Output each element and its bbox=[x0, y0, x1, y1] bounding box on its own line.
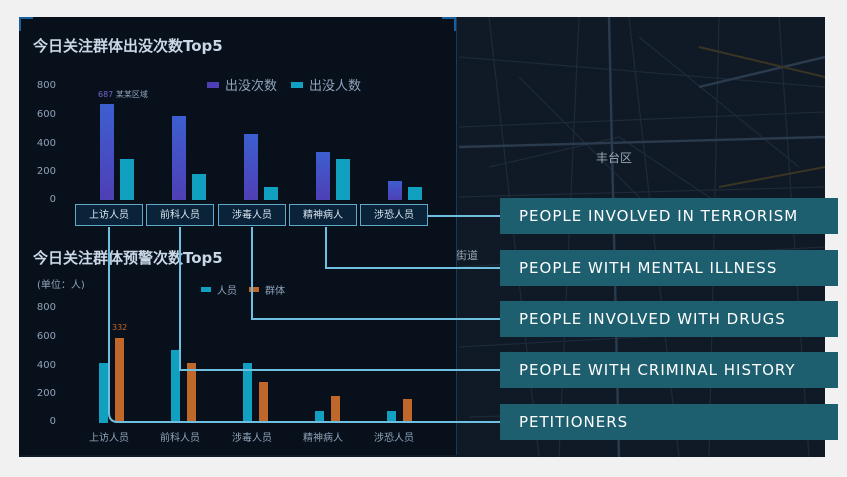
chart-bar-series2 bbox=[264, 187, 278, 200]
chart2-legend: 人员 群体 bbox=[201, 282, 285, 297]
chart1-annotation-text: 某某区域 bbox=[115, 90, 148, 99]
legend-label-series1: 出没次数 bbox=[225, 79, 278, 94]
chart2-unit-label: (单位：人) bbox=[37, 280, 85, 291]
callout-terrorism: PEOPLE INVOLVED IN TERRORISM bbox=[500, 198, 838, 234]
chart1-ytick: 0 bbox=[49, 194, 56, 205]
chart1-ytick: 800 bbox=[36, 80, 56, 91]
callout-drugs: PEOPLE INVOLVED WITH DRUGS bbox=[500, 301, 838, 337]
chart2-ytick: 600 bbox=[36, 331, 56, 342]
chart-bar-series1 bbox=[315, 410, 324, 423]
legend-swatch-purple bbox=[207, 81, 219, 88]
legend-swatch-cyan bbox=[291, 81, 304, 88]
callout-petitioners: PETITIONERS bbox=[500, 404, 838, 440]
chart1-ytick: 200 bbox=[36, 166, 56, 177]
category-box-mental-illness[interactable]: 精神病人 bbox=[289, 204, 357, 226]
chart2-category-label: 精神病人 bbox=[303, 433, 343, 444]
panel-corner-decoration bbox=[19, 17, 33, 31]
chart-bar-series1 bbox=[244, 134, 258, 200]
chart-bar-series2 bbox=[192, 173, 206, 200]
chart2-ytick: 200 bbox=[36, 388, 56, 399]
category-box-petitioners[interactable]: 上访人员 bbox=[75, 204, 143, 226]
legend-label-series1: 人员 bbox=[217, 286, 237, 297]
chart-bar-series2 bbox=[408, 187, 422, 200]
chart1-annotation: 687 某某区域 bbox=[98, 89, 148, 100]
chart1-ytick: 400 bbox=[36, 138, 56, 149]
chart-bar-series2 bbox=[331, 395, 340, 423]
chart-bar-series1 bbox=[171, 350, 180, 423]
chart2-ytick: 800 bbox=[36, 302, 56, 313]
chart-bar-series1 bbox=[100, 103, 114, 200]
chart2-title: 今日关注群体预警次数Top5 bbox=[33, 249, 223, 267]
chart2-ytick: 400 bbox=[36, 360, 56, 371]
legend-swatch-orange bbox=[249, 287, 259, 292]
chart-bar-series1 bbox=[316, 151, 330, 200]
screenshot-frame: 丰台区 街道 今日关注群体出没次数Top5 出没次数 出没人数 800 600 … bbox=[19, 17, 825, 457]
legend-label-series2: 出没人数 bbox=[309, 79, 362, 94]
chart-bar-series2 bbox=[120, 159, 134, 200]
chart-bar-series2 bbox=[336, 158, 350, 200]
chart2-ytick: 0 bbox=[49, 416, 56, 427]
legend-label-series2: 群体 bbox=[265, 286, 285, 297]
category-box-criminal-history[interactable]: 前科人员 bbox=[146, 204, 214, 226]
chart-bar-series1 bbox=[387, 410, 396, 423]
chart1-annotation-value: 687 bbox=[98, 90, 114, 99]
chart-bar-series1 bbox=[388, 180, 402, 200]
chart-bar-series1 bbox=[99, 362, 108, 423]
chart1-legend: 出没次数 出没人数 bbox=[207, 75, 361, 94]
chart-bar-series2 bbox=[115, 338, 124, 423]
chart-bar-series2 bbox=[259, 382, 268, 423]
callout-criminal-history: PEOPLE WITH CRIMINAL HISTORY bbox=[500, 352, 838, 388]
chart-bar-series2 bbox=[187, 362, 196, 423]
chart2-category-label: 涉恐人员 bbox=[374, 433, 414, 444]
chart-bar-series1 bbox=[243, 362, 252, 423]
category-box-terrorism[interactable]: 涉恐人员 bbox=[360, 204, 428, 226]
legend-swatch-cyan bbox=[201, 287, 211, 292]
chart1-ytick: 600 bbox=[36, 109, 56, 120]
callout-mental-illness: PEOPLE WITH MENTAL ILLNESS bbox=[500, 250, 838, 286]
chart2-category-label: 涉毒人员 bbox=[232, 433, 272, 444]
chart2-category-label: 前科人员 bbox=[160, 433, 200, 444]
panel-corner-decoration bbox=[442, 17, 456, 31]
chart1-title: 今日关注群体出没次数Top5 bbox=[33, 37, 223, 55]
map-district-label: 丰台区 bbox=[596, 151, 633, 165]
map-road-label: 街道 bbox=[456, 249, 478, 262]
chart-bar-series2 bbox=[403, 398, 412, 423]
chart-bar-series1 bbox=[172, 115, 186, 200]
chart2-annotation-value: 332 bbox=[112, 323, 128, 332]
chart2-category-label: 上访人员 bbox=[89, 433, 129, 444]
category-box-drugs[interactable]: 涉毒人员 bbox=[218, 204, 286, 226]
